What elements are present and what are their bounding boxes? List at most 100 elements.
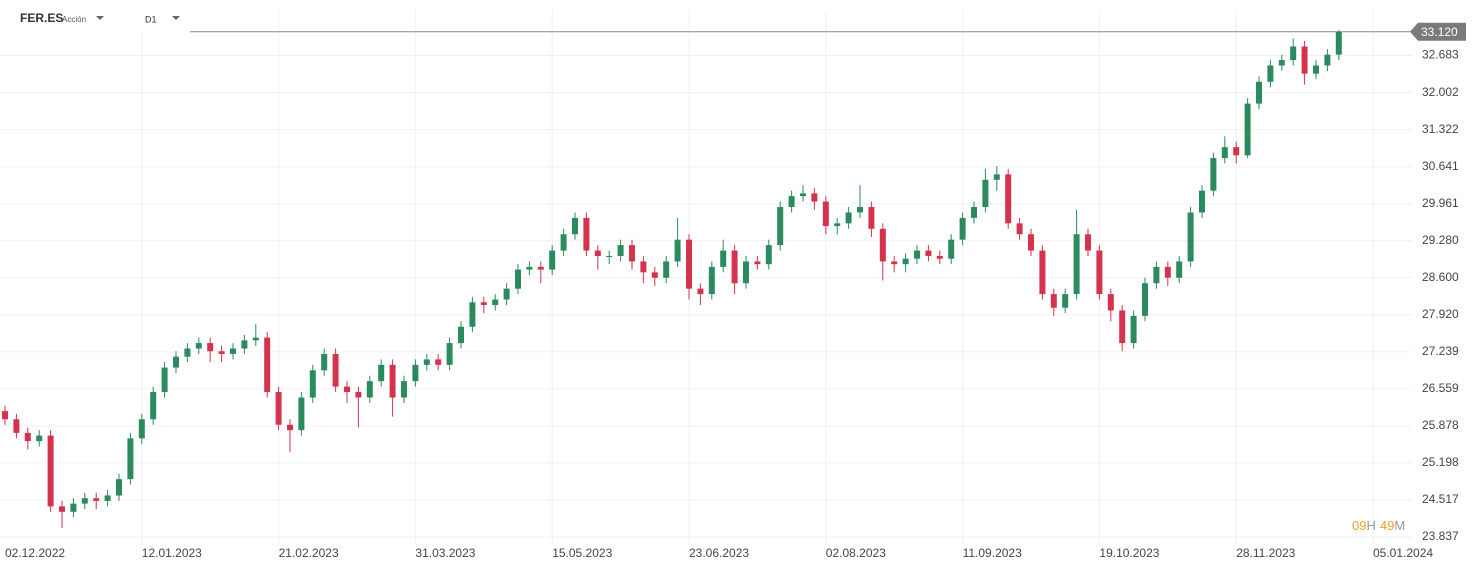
candle-body [1324,54,1331,66]
candle-body [332,353,339,387]
candle-body [891,261,898,265]
candle-body [309,370,316,398]
candle-body [207,343,214,352]
candle-body [1016,223,1023,235]
candle-body [526,266,533,270]
y-tick-label: 32.683 [1422,48,1459,62]
y-tick-label: 32.002 [1422,85,1459,99]
candle-body [70,503,77,512]
candle-body [1096,250,1103,295]
x-tick-label: 12.01.2023 [142,546,202,560]
candle-body [401,381,407,398]
candle-body [366,381,373,398]
candle-body [503,288,510,300]
x-tick-label: 23.06.2023 [689,546,749,560]
candle-body [446,343,453,365]
candle-body [1050,294,1057,308]
candle-body [549,250,556,270]
candle-body [651,272,658,278]
candle-body [59,506,65,512]
candle-body [1153,266,1160,284]
candle-body [537,266,544,270]
candle-body [2,411,8,420]
candle-body [458,326,464,344]
y-tick-label: 25.878 [1422,418,1459,432]
candle-body [879,228,886,262]
candle-body [572,217,578,235]
candle-body [822,201,829,227]
candle-body [982,179,989,208]
candle-body [435,359,442,365]
candle-body [1039,250,1046,295]
candle-body [1062,294,1069,308]
candle-body [914,250,920,259]
countdown: 09H 49M [1352,518,1405,533]
candle-body [697,288,704,295]
y-tick-label: 31.322 [1422,122,1459,136]
symbol[interactable]: FER.ES [20,11,63,25]
candle-body [469,302,476,327]
candle-body [1221,147,1228,159]
candle-body [948,239,955,259]
candle-body [24,432,31,442]
candle-body [1335,31,1342,55]
dropdown-arrow[interactable] [96,16,104,20]
minutes: 49 [1380,518,1394,533]
candle-body [1073,234,1080,295]
candle-body [1278,60,1285,66]
candle-body [515,269,521,289]
candle-body [218,351,225,354]
candle-body [344,386,350,393]
candle-body [36,435,43,442]
y-tick-label: 30.641 [1422,159,1459,173]
kind: Acción [62,15,86,24]
header-bg [0,5,190,31]
y-tick-label: 27.239 [1422,344,1459,358]
candle-body [583,217,590,251]
candle-body [492,299,499,305]
x-tick-label: 28.11.2023 [1236,546,1295,560]
candle-body [686,239,692,289]
candle-body [1210,158,1217,191]
candle-body [936,256,943,259]
dropdown-arrow[interactable] [172,16,180,20]
candle-body [1233,147,1240,156]
candle-body [1107,294,1114,311]
candle-body [800,193,806,197]
candle-body [230,348,236,354]
candle-body [720,250,727,267]
candle-body [127,438,134,480]
candle-body [594,250,601,257]
candle-body [252,337,259,341]
candle-body [560,234,567,251]
candle-body [1301,46,1308,74]
candle-body [925,250,932,257]
candle-body [1130,315,1137,344]
timeframe[interactable]: D1 [145,14,157,24]
candle-body [47,435,54,507]
candle-body [1164,266,1171,278]
candle-body [1187,212,1194,262]
hours-unit: H [1366,518,1375,533]
candle-body [412,364,419,382]
candle-body [389,364,396,398]
candle-body [13,419,20,433]
candle-body [1267,65,1274,82]
candle-body [161,367,168,393]
candle-body [1005,174,1012,224]
y-tick-label: 25.198 [1422,455,1459,469]
y-tick-label: 26.559 [1422,381,1459,395]
candle-body [663,261,670,278]
candle-body [264,337,271,393]
candle-body [1142,283,1148,316]
candle-body [902,258,909,265]
candle-body [480,302,487,305]
y-tick-label: 24.517 [1422,492,1459,506]
candle-body [640,261,647,273]
x-tick-label: 11.09.2023 [963,546,1022,560]
candle-body [241,340,248,349]
candle-body [287,424,293,431]
candle-body [834,223,841,227]
